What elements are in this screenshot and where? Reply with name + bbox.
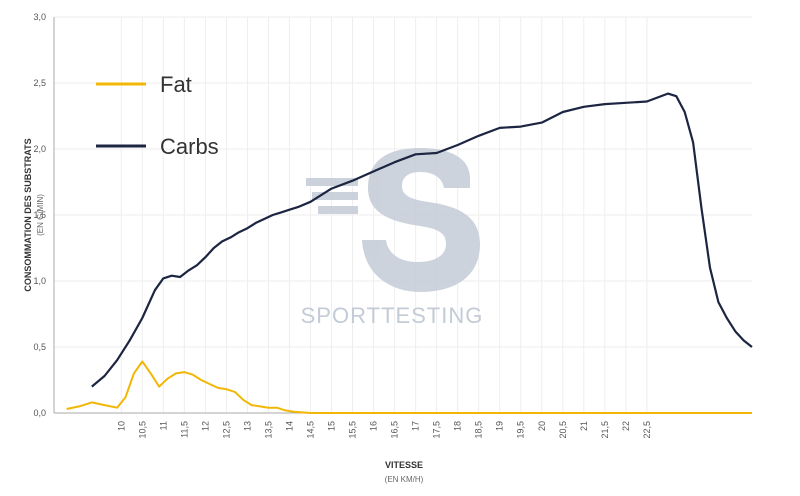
x-tick-label: 17,5 <box>432 421 442 439</box>
series-line-fat <box>66 360 752 414</box>
x-tick-label: 20 <box>537 421 547 431</box>
x-tick-label: 18 <box>453 421 463 431</box>
y-axis-title: CONSOMMATION DES SUBSTRATS <box>23 138 33 291</box>
x-tick-label: 22 <box>621 421 631 431</box>
x-tick-label: 16,5 <box>390 421 400 439</box>
x-tick-label: 21 <box>579 421 589 431</box>
legend: Fat Carbs <box>96 72 219 159</box>
grid-lines <box>54 16 752 414</box>
x-tick-label: 13 <box>242 421 252 431</box>
x-tick-label: 22,5 <box>642 421 652 439</box>
sporttesting-watermark: SPORTTESTING <box>301 148 484 328</box>
x-tick-label: 13,5 <box>263 421 273 439</box>
x-tick-label: 16 <box>369 421 379 431</box>
x-tick-label: 12 <box>200 421 210 431</box>
x-tick-label: 10,5 <box>137 421 147 439</box>
y-tick-label: 3,0 <box>33 12 46 22</box>
y-tick-labels: 0,0 0,5 1,0 1,5 2,0 2,5 3,0 <box>33 12 46 418</box>
x-tick-label: 12,5 <box>221 421 231 439</box>
x-tick-label: 10 <box>116 421 126 431</box>
y-tick-label: 0,5 <box>33 342 46 352</box>
x-tick-label: 17 <box>411 421 421 431</box>
x-tick-label: 19,5 <box>516 421 526 439</box>
y-tick-label: 0,0 <box>33 408 46 418</box>
x-axis-title: VITESSE <box>385 460 423 470</box>
y-tick-label: 1,5 <box>33 210 46 220</box>
x-tick-label: 14 <box>284 421 294 431</box>
x-tick-label: 15 <box>327 421 337 431</box>
x-tick-label: 15,5 <box>348 421 358 439</box>
x-tick-label: 19 <box>495 421 505 431</box>
x-axis-unit: (EN KM/H) <box>385 475 424 484</box>
y-tick-label: 1,0 <box>33 276 46 286</box>
watermark-text: SPORTTESTING <box>301 303 484 328</box>
x-tick-label: 14,5 <box>305 421 315 439</box>
x-tick-label: 18,5 <box>474 421 484 439</box>
series-lines <box>66 92 753 414</box>
x-tick-label: 20,5 <box>558 421 568 439</box>
y-tick-label: 2,0 <box>33 144 46 154</box>
x-tick-labels: 10 10,5 11 11,5 12 12,5 13 13,5 14 14,5 15 15,5 16 16… <box>116 421 652 439</box>
legend-item-fat: Fat <box>96 72 192 97</box>
y-axis-unit: (EN G/MIN) <box>36 194 45 236</box>
x-tick-label: 21,5 <box>600 421 610 439</box>
series-line-carbs <box>91 92 753 388</box>
x-tick-label: 11,5 <box>179 421 189 438</box>
sporttesting-logo-icon <box>306 148 480 292</box>
legend-label-fat: Fat <box>160 72 192 97</box>
y-tick-label: 2,5 <box>33 78 46 88</box>
legend-label-carbs: Carbs <box>160 134 219 159</box>
legend-item-carbs: Carbs <box>96 134 219 159</box>
x-tick-label: 11 <box>158 421 168 430</box>
